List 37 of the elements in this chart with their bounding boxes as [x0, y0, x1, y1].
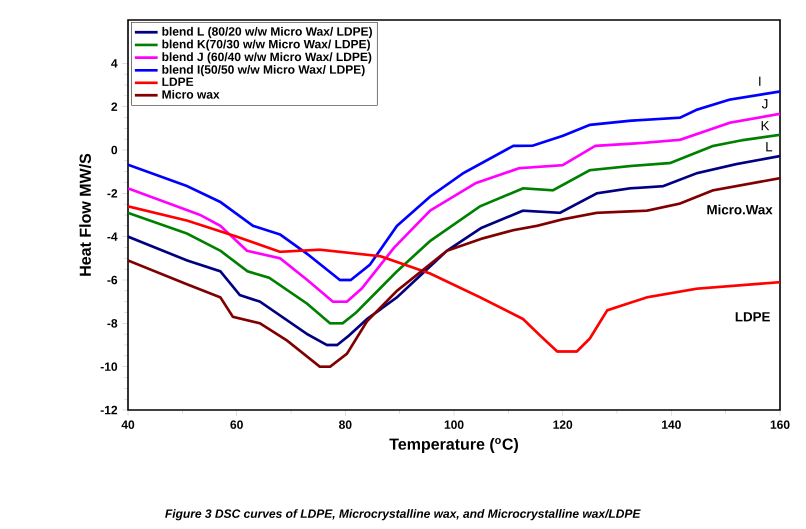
y-tick-label: -8 — [107, 319, 118, 328]
annotation: LDPE — [736, 312, 770, 322]
y-tick-label: 0 — [111, 146, 118, 154]
x-tick-label: 140 — [662, 420, 681, 429]
y-tick-label: -2 — [107, 189, 118, 198]
x-tick-label: 40 — [122, 420, 134, 429]
x-tick-label: 60 — [230, 420, 243, 429]
x-tick-label: 120 — [553, 420, 572, 429]
x-axis-title: Temperature ($^{o}$C) — [389, 438, 518, 453]
legend-label: blend L (80/20 w/w Micro Wax/ LDPE) — [162, 26, 372, 38]
annotation: J — [762, 99, 768, 108]
y-tick-label: 2 — [111, 102, 118, 111]
annotation: I — [759, 76, 760, 86]
line-series — [128, 154, 780, 346]
line-series — [128, 133, 780, 325]
x-tick-label: 160 — [770, 420, 790, 429]
legend-label: blend K(70/30 w/w Micro Wax/ LDPE) — [162, 40, 370, 51]
y-tick-label: -6 — [107, 276, 118, 284]
line-series — [128, 176, 780, 368]
legend-label: Micro wax — [162, 90, 220, 99]
legend-label: LDPE — [162, 78, 194, 86]
x-tick-label: 80 — [339, 420, 352, 429]
y-tick-label: -10 — [100, 362, 118, 371]
annotation: K — [762, 121, 770, 130]
annotation: Micro.Wax — [707, 204, 773, 214]
line-series — [128, 204, 780, 353]
caption: Figure 3 DSC curves of LDPE, Microcrystalline wax, and Microcrystalline wax/LDPE — [165, 509, 641, 520]
line-series — [128, 112, 780, 303]
legend-label: blend J (60/40 w/w Micro Wax/ LDPE) — [162, 52, 372, 64]
legend-label: blend I(50/50 w/w Micro Wax/ LDPE) — [162, 64, 365, 76]
y-axis-title: Heat Flow MW/S — [79, 154, 92, 276]
line-series — [128, 90, 780, 282]
y-tick-label: 4 — [111, 59, 118, 68]
y-tick-label: -12 — [100, 406, 118, 414]
annotation: L — [766, 142, 772, 152]
x-tick-label: 100 — [444, 420, 464, 429]
y-tick-label: -4 — [107, 232, 118, 241]
